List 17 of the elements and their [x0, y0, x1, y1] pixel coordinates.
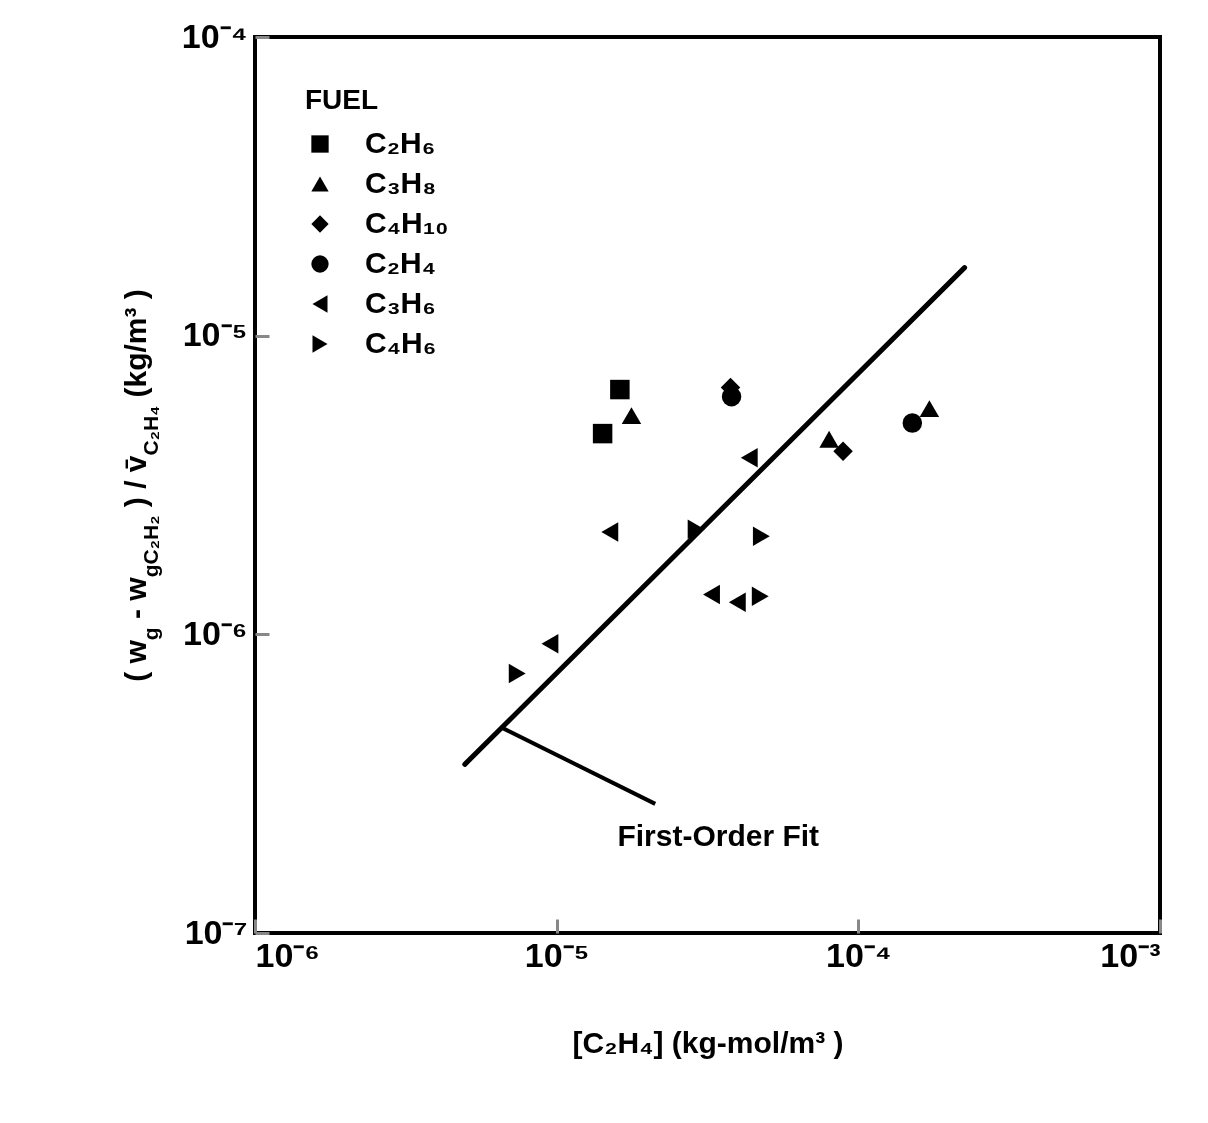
- x-tick-label: 10⁻³: [1100, 935, 1161, 974]
- x-tick-label: 10⁻⁶: [255, 935, 320, 974]
- legend-label: C₂H₆: [365, 126, 436, 159]
- x-axis-title: [C₂H₄] (kg-mol/m³ ): [572, 1025, 844, 1059]
- x-tick-label: 10⁻⁴: [826, 935, 892, 974]
- legend-label: C₂H₄: [365, 246, 436, 279]
- y-tick-label: 10⁻⁵: [182, 315, 248, 354]
- y-tick-label: 10⁻⁶: [183, 613, 248, 652]
- legend-label: C₃H₆: [365, 286, 436, 319]
- legend-title: FUEL: [305, 84, 379, 115]
- x-tick-label: 10⁻⁵: [524, 935, 590, 974]
- legend-label: C₃H₈: [365, 166, 437, 199]
- legend-label: C₄H₆: [365, 326, 437, 359]
- annotation: First-Order Fit: [617, 818, 820, 852]
- y-tick-label: 10⁻⁷: [184, 912, 248, 951]
- legend-label: C₄H₁₀: [365, 206, 449, 239]
- y-tick-label: 10⁻⁴: [181, 16, 248, 55]
